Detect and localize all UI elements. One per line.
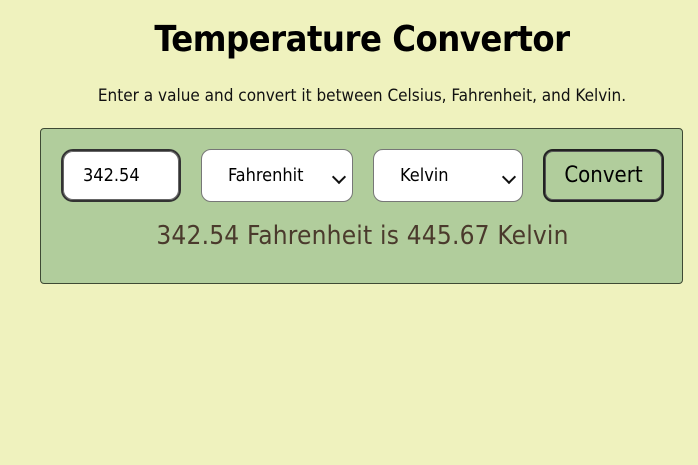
page-subtitle: Enter a value and convert it between Cel… — [97, 86, 627, 106]
converter-panel: Fahrenhit Kelvin Convert 342.54 Fahrenhe… — [40, 128, 683, 284]
page-title: Temperature Convertor — [154, 19, 570, 60]
chevron-down-icon — [501, 169, 517, 185]
temperature-value-input[interactable] — [61, 149, 181, 202]
convert-button[interactable]: Convert — [543, 149, 664, 202]
chevron-down-icon — [331, 169, 347, 185]
conversion-result: 342.54 Fahrenheit is 445.67 Kelvin — [156, 221, 569, 251]
from-unit-select[interactable]: Fahrenhit — [201, 149, 353, 202]
from-unit-selected-value: Fahrenhit — [228, 165, 304, 186]
to-unit-select[interactable]: Kelvin — [373, 149, 523, 202]
to-unit-selected-value: Kelvin — [400, 165, 449, 186]
